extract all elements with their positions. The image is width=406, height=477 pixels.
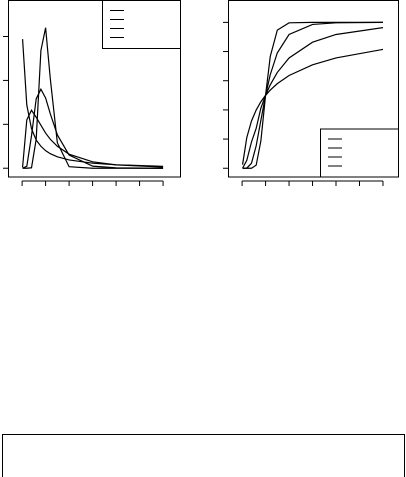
curve — [242, 21, 383, 169]
legend-box — [320, 128, 399, 178]
curve — [21, 39, 164, 167]
curve — [242, 21, 383, 169]
curve — [21, 109, 164, 168]
curve — [22, 87, 164, 169]
plot-frame — [228, 0, 399, 178]
panel-box — [2, 434, 405, 477]
curve — [241, 48, 384, 165]
legend — [320, 128, 399, 178]
plot-frame — [8, 0, 181, 178]
legend — [102, 0, 181, 49]
curve — [22, 27, 164, 169]
curve — [242, 27, 384, 169]
plot — [223, 0, 399, 186]
plot — [3, 0, 181, 186]
legend-box — [102, 0, 181, 49]
